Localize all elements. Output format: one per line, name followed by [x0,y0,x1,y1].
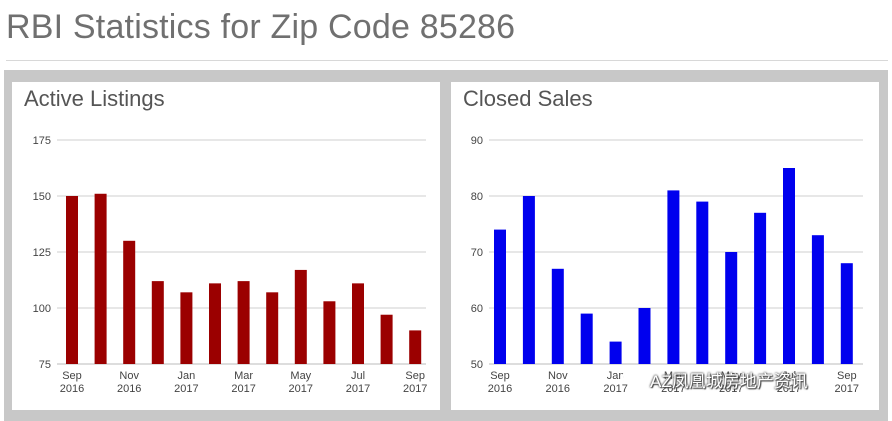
active-listings-y-tick-label: 100 [33,303,51,315]
closed-sales-chart: 5060708090Sep2016Nov2016Jan2017Mar2017Ma… [471,135,863,395]
closed-sales-x-tick-year: 2017 [661,383,685,395]
closed-sales-bar [609,341,622,364]
closed-sales-bar [551,268,564,364]
closed-sales-bar [522,196,535,364]
closed-sales-bar [494,229,506,364]
closed-sales-bar [638,308,651,364]
closed-sales-bar [725,252,738,364]
active-listings-chart: 75100125150175Sep2016Nov2016Jan2017Mar20… [33,135,428,395]
closed-sales-x-tick-year: 2017 [603,383,627,395]
wechat-icon [622,369,646,389]
closed-sales-y-tick-label: 70 [471,247,483,259]
page-title: RBI Statistics for Zip Code 85286 [6,8,516,46]
active-listings-x-tick-month: Nov [119,370,139,382]
active-listings-bar [209,283,221,364]
active-listings-bar [180,292,193,364]
active-listings-x-tick-year: 2016 [60,383,84,395]
closed-sales-y-tick-label: 50 [471,359,483,371]
active-listings-bar [323,301,336,364]
active-listings-y-tick-label: 75 [39,359,51,371]
watermark-text: AZ凤凰城房地产资讯 [650,371,808,391]
closed-sales-panel: Closed Sales 50 60 70 80 90 Sep 2016 Nov 2016 Jan… [451,82,879,410]
active-listings-y-tick-label: 150 [33,191,51,203]
active-listings-x-tick-year: 2017 [289,383,313,395]
active-listings-x-tick-year: 2017 [403,383,427,395]
closed-sales-x-tick-year: 2017 [835,383,859,395]
active-listings-x-tick-month: Jul [351,370,365,382]
active-listings-x-tick-year: 2016 [117,383,141,395]
closed-sales-x-tick-month: Nov [548,370,568,382]
active-listings-bar [237,281,250,364]
active-listings-bar [94,193,107,364]
active-listings-bar [294,269,307,364]
active-listings-x-tick-year: 2017 [174,383,198,395]
closed-sales-x-tick-month: Jan [607,370,625,382]
closed-sales-title: Closed Sales [463,86,593,111]
closed-sales-bar [667,190,680,364]
closed-sales-x-tick-year: 2017 [777,383,801,395]
watermark: AZ凤凰城房地产资讯 [622,367,808,391]
active-listings-bar [352,283,364,364]
closed-sales-bar [783,168,795,364]
closed-sales-y-tick-label: 90 [471,135,483,147]
active-listings-bar [266,292,279,364]
active-listings-x-tick-month: Sep [405,370,425,382]
active-listings-x-tick-month: Mar [234,370,253,382]
closed-sales-x-tick-year: 2016 [546,383,570,395]
closed-sales-bar [811,235,824,364]
closed-sales-bar [696,201,709,364]
active-listings-x-tick-month: Sep [62,370,82,382]
title-divider [6,60,888,61]
active-listings-x-tick-month: Jan [178,370,196,382]
active-listings-bar [151,281,164,364]
active-listings-x-tick-year: 2017 [346,383,370,395]
active-listings-y-tick-label: 175 [33,135,51,147]
active-listings-bar [409,330,422,364]
active-listings-bar [66,196,78,364]
closed-sales-bar [754,212,767,364]
active-listings-bar [123,240,136,364]
closed-sales-x-tick-year: 2016 [488,383,512,395]
active-listings-x-tick-month: May [290,370,311,382]
closed-sales-x-tick-month: Sep [837,370,857,382]
closed-sales-y-tick-label: 80 [471,191,483,203]
closed-sales-bar [840,263,853,364]
closed-sales-y-tick-label: 60 [471,303,483,315]
charts-frame: Active Listings 75 100 125 150 175 Sep 2016 Nov… [4,70,888,421]
closed-sales-x-tick-year: 2017 [719,383,743,395]
closed-sales-x-tick-month: Jul [782,370,796,382]
active-listings-x-tick-year: 2017 [231,383,255,395]
closed-sales-bar [580,313,593,364]
closed-sales-x-tick-month: Mar [664,370,683,382]
closed-sales-x-tick-month: May [721,370,742,382]
active-listings-y-tick-label: 125 [33,247,51,259]
closed-sales-x-tick-month: Sep [490,370,510,382]
active-listings-panel: Active Listings 75 100 125 150 175 Sep 2016 Nov… [12,82,440,410]
active-listings-bar [380,314,393,364]
active-listings-title: Active Listings [24,86,165,111]
